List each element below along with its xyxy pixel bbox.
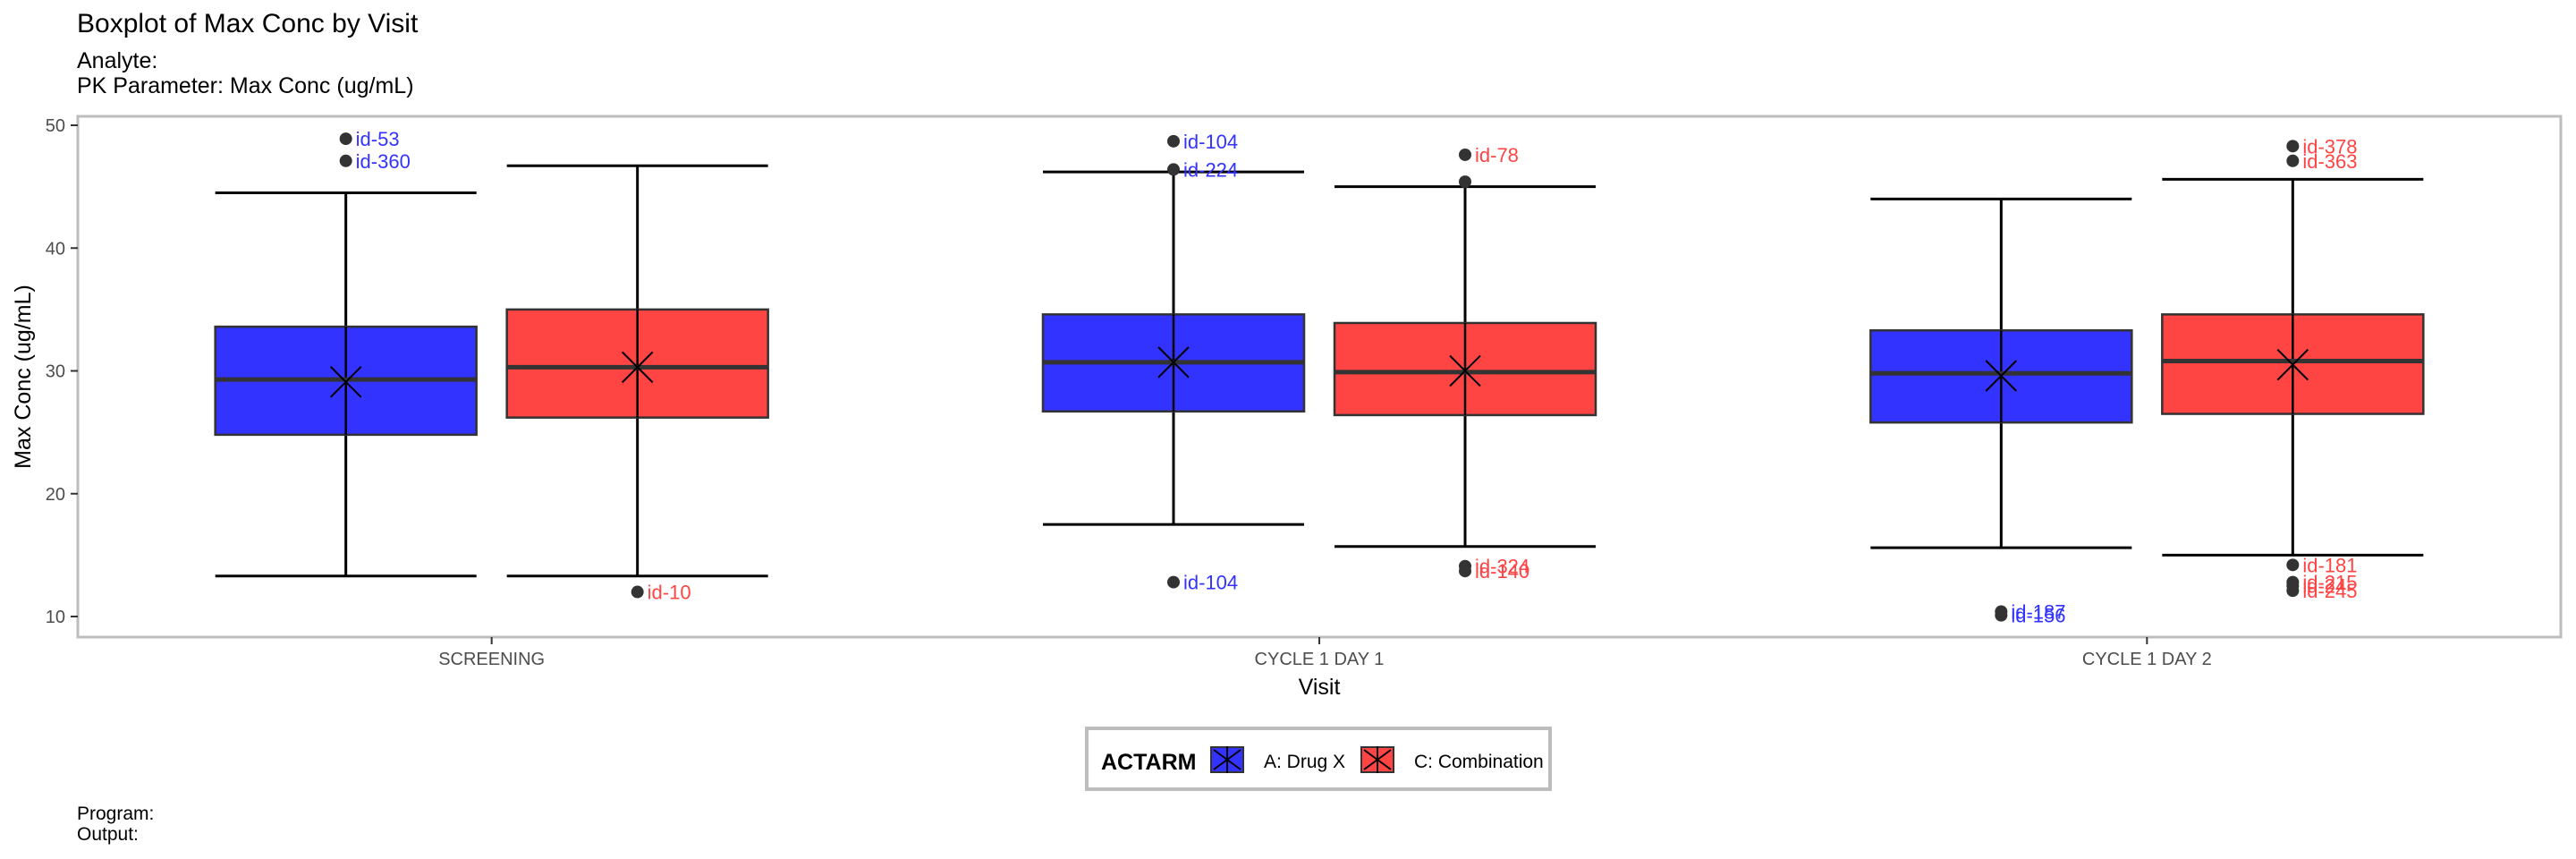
- outlier-point: [339, 132, 352, 146]
- outlier-label: id-140: [1475, 560, 1530, 583]
- outlier-label: id-224: [1183, 158, 1238, 181]
- analyte-subtitle: Analyte:: [77, 48, 158, 73]
- mean-marker: [1449, 354, 1481, 387]
- y-tick-label: 40: [46, 239, 65, 259]
- outlier-label: id-104: [1183, 572, 1238, 594]
- parameter-subtitle: PK Parameter: Max Conc (ug/mL): [77, 73, 414, 98]
- outlier-point: [2286, 558, 2300, 572]
- outlier-point: [1459, 148, 1471, 161]
- legend-label-drug-x: A: Drug X: [1264, 752, 1346, 772]
- outlier-point: [339, 154, 352, 167]
- y-tick-label: 20: [46, 485, 65, 505]
- legend-label-combination: C: Combination: [1414, 752, 1544, 772]
- outlier-point: [2286, 140, 2300, 153]
- outlier-point: [1995, 608, 2008, 622]
- outlier-point: [1167, 134, 1180, 148]
- mean-marker: [1985, 360, 2018, 392]
- outlier-point: [1459, 565, 1471, 578]
- outlier-label: id-181: [2302, 554, 2357, 576]
- y-tick-label: 10: [46, 608, 65, 627]
- x-tick-label: CYCLE 1 DAY 1: [1255, 650, 1385, 669]
- outlier-label: id-378: [2302, 135, 2357, 157]
- legend-key-combination: [1360, 746, 1394, 773]
- outlier-label: id-360: [356, 150, 411, 173]
- legend-title: ACTARM: [1101, 750, 1197, 775]
- outlier-label: id-53: [356, 128, 400, 150]
- outlier-label: id-104: [1183, 131, 1238, 153]
- outlier-point: [1167, 575, 1180, 589]
- x-axis-title: Visit: [1299, 675, 1341, 700]
- outlier-point: [1459, 175, 1471, 189]
- outlier-point: [631, 585, 644, 599]
- output-footnote: Output:: [77, 824, 139, 845]
- program-footnote: Program:: [77, 804, 155, 824]
- x-tick-label: SCREENING: [438, 650, 545, 669]
- outlier-label: id-78: [1475, 144, 1519, 166]
- outlier-label: id-24: [2302, 575, 2346, 598]
- mean-marker: [621, 351, 654, 384]
- outlier-point: [2286, 154, 2300, 167]
- outlier-label: id-245: [2302, 580, 2357, 602]
- outlier-label: id-324: [1475, 556, 1530, 578]
- x-tick-label: CYCLE 1 DAY 2: [2082, 650, 2212, 669]
- outlier-label: id-215: [2302, 572, 2357, 594]
- mean-marker: [1157, 346, 1190, 378]
- y-tick-label: 30: [46, 362, 65, 382]
- legend-key-drug-x: [1210, 746, 1244, 773]
- mean-marker: [2276, 348, 2309, 381]
- outlier-label: id-10: [648, 582, 691, 604]
- outlier-label: id-363: [2302, 150, 2357, 173]
- outlier-label: id-156: [2011, 605, 2065, 627]
- chart-title: Boxplot of Max Conc by Visit: [77, 9, 419, 38]
- y-axis-title: Max Conc (ug/mL): [11, 285, 36, 469]
- outlier-point: [1167, 163, 1180, 176]
- mean-marker: [329, 366, 362, 398]
- legend: ACTARM A: Drug X C: Combination: [1085, 727, 1552, 791]
- outlier-point: [2286, 584, 2300, 598]
- y-tick-label: 50: [46, 116, 65, 136]
- outlier-label: id-187: [2011, 601, 2065, 624]
